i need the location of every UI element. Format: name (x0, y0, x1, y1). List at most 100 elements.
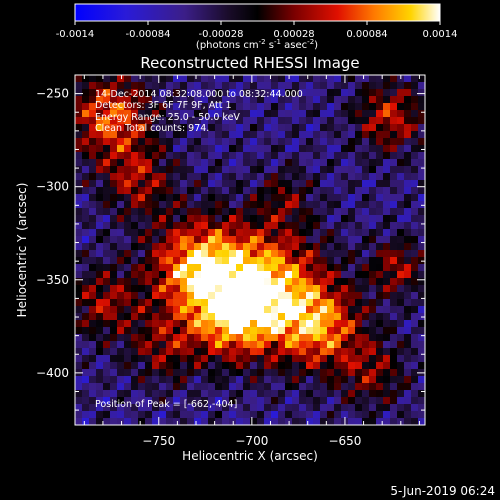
heatmap-cell (348, 96, 356, 104)
heatmap-cell (159, 376, 167, 384)
heatmap-cell (397, 194, 405, 202)
heatmap-cell (418, 271, 425, 279)
heatmap-cell (187, 110, 195, 118)
heatmap-cell (264, 292, 272, 300)
heatmap-cell (376, 334, 384, 342)
heatmap-cell (320, 222, 328, 230)
heatmap-cell (110, 278, 118, 286)
heatmap-cell (82, 334, 90, 342)
heatmap-cell (313, 404, 321, 412)
heatmap-cell (131, 201, 139, 209)
heatmap-cell (257, 383, 265, 391)
heatmap-cell (159, 348, 167, 356)
heatmap-cell (348, 145, 356, 153)
heatmap-cell (103, 313, 111, 321)
heatmap-cell (257, 229, 265, 237)
heatmap-cell (236, 82, 244, 90)
heatmap-cell (271, 145, 279, 153)
heatmap-cell (89, 327, 97, 335)
heatmap-cell (334, 117, 342, 125)
heatmap-cell (215, 411, 223, 419)
heatmap-cell (355, 355, 363, 363)
heatmap-cell (320, 138, 328, 146)
heatmap-cell (215, 250, 223, 258)
heatmap-cell (187, 131, 195, 139)
heatmap-cell (89, 299, 97, 307)
heatmap-cell (243, 75, 251, 83)
heatmap-cell (201, 187, 209, 195)
heatmap-cell (285, 348, 293, 356)
heatmap-cell (166, 173, 174, 181)
heatmap-cell (152, 299, 160, 307)
heatmap-cell (82, 243, 90, 251)
heatmap-cell (215, 222, 223, 230)
heatmap-cell (208, 75, 216, 83)
heatmap-cell (341, 124, 349, 132)
heatmap-cell (145, 117, 153, 125)
heatmap-cell (166, 376, 174, 384)
heatmap-cell (271, 348, 279, 356)
heatmap-cell (222, 285, 230, 293)
heatmap-cell (89, 306, 97, 314)
heatmap-cell (327, 313, 335, 321)
heatmap-cell (89, 159, 97, 167)
heatmap-cell (243, 131, 251, 139)
heatmap-cell (397, 327, 405, 335)
heatmap-cell (376, 278, 384, 286)
heatmap-cell (327, 292, 335, 300)
heatmap-cell (341, 159, 349, 167)
time-range-label: 14-Dec-2014 08:32:08.000 to 08:32:44.000 (95, 89, 303, 100)
heatmap-cell (222, 278, 230, 286)
heatmap-cell (152, 243, 160, 251)
heatmap-cell (313, 75, 321, 83)
heatmap-cell (341, 404, 349, 412)
heatmap-cell (264, 215, 272, 223)
heatmap-cell (138, 215, 146, 223)
heatmap-cell (236, 292, 244, 300)
heatmap-cell (334, 264, 342, 272)
heatmap-cell (257, 327, 265, 335)
heatmap-cell (348, 173, 356, 181)
heatmap-cell (411, 250, 419, 258)
heatmap-cell (173, 187, 181, 195)
heatmap-cell (229, 278, 237, 286)
heatmap-cell (250, 250, 258, 258)
heatmap-cell (390, 285, 398, 293)
heatmap-cell (117, 306, 125, 314)
heatmap-cell (117, 138, 125, 146)
heatmap-cell (257, 376, 265, 384)
heatmap-cell (229, 397, 237, 405)
heatmap-cell (285, 166, 293, 174)
heatmap-cell (278, 362, 286, 370)
heatmap-cell (145, 271, 153, 279)
heatmap-cell (390, 418, 398, 425)
heatmap-cell (229, 124, 237, 132)
heatmap-cell (201, 222, 209, 230)
heatmap-cell (313, 110, 321, 118)
heatmap-cell (376, 201, 384, 209)
heatmap-cell (75, 362, 83, 370)
heatmap-cell (236, 390, 244, 398)
heatmap-cell (369, 376, 377, 384)
heatmap-cell (376, 229, 384, 237)
heatmap-cell (145, 285, 153, 293)
heatmap-cell (229, 320, 237, 328)
heatmap-cell (222, 124, 230, 132)
heatmap-cell (334, 194, 342, 202)
heatmap-cell (180, 383, 188, 391)
heatmap-cell (313, 362, 321, 370)
heatmap-cell (355, 89, 363, 97)
heatmap-cell (222, 173, 230, 181)
heatmap-cell (96, 159, 104, 167)
heatmap-cell (215, 397, 223, 405)
heatmap-cell (215, 110, 223, 118)
heatmap-cell (369, 222, 377, 230)
heatmap-cell (124, 271, 132, 279)
heatmap-cell (383, 397, 391, 405)
heatmap-cell (292, 320, 300, 328)
heatmap-cell (117, 110, 125, 118)
heatmap-cell (201, 313, 209, 321)
heatmap-cell (306, 250, 314, 258)
heatmap-cell (103, 75, 111, 83)
heatmap-cell (306, 124, 314, 132)
